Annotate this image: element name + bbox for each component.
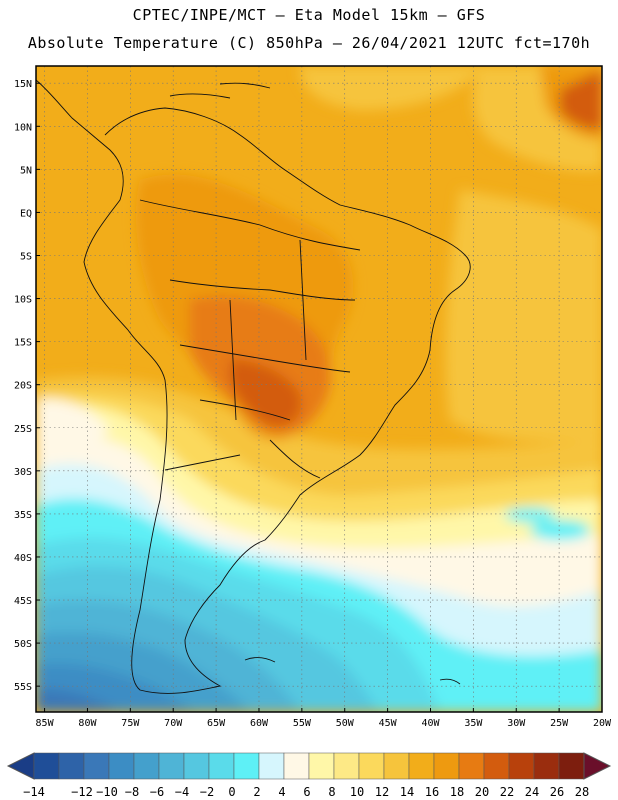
longitude-tick-label: 25W — [550, 718, 569, 729]
longitude-tick-label: 45W — [379, 718, 398, 729]
longitude-tick-label: 85W — [36, 718, 55, 729]
latitude-tick-label: EQ — [20, 208, 32, 219]
latitude-tick-label: 30S — [14, 467, 32, 478]
colorbar-label: 12 — [375, 785, 389, 799]
colorbar-swatch — [108, 752, 135, 780]
latitude-tick-label: 40S — [14, 553, 32, 564]
colorbar-label: 24 — [525, 785, 539, 799]
colorbar-swatch — [83, 752, 110, 780]
colorbar-swatch — [33, 752, 60, 780]
colorbar-label: −2 — [200, 785, 214, 799]
colorbar-swatch — [408, 752, 435, 780]
coastlines — [36, 79, 471, 694]
latitude-tick-label: 35S — [14, 510, 32, 521]
map-subtitle: Absolute Temperature (C) 850hPa – 26/04/… — [27, 34, 591, 52]
colorbar-swatch — [183, 752, 210, 780]
latitude-tick-label: 45S — [14, 596, 32, 607]
longitude-tick-label: 60W — [250, 718, 269, 729]
colorbar-label: −14 — [23, 785, 45, 799]
longitude-tick-label: 70W — [164, 718, 183, 729]
colorbar-swatch — [533, 752, 560, 780]
colorbar-swatch — [283, 752, 310, 780]
temperature-field — [36, 66, 602, 712]
latitude-tick-label: 55S — [14, 682, 32, 693]
colorbar: −14 −12 −10 −8 −6 −4 −2 0 2 4 6 8 10 12 14 16 18 20 22 24 26… — [6, 752, 612, 799]
latitude-tick-label: 50S — [14, 639, 32, 650]
latitude-tick-label: 15N — [14, 79, 32, 90]
colorbar-label: −12 — [71, 785, 93, 799]
colorbar-label: 14 — [400, 785, 414, 799]
latitude-tick-label: 5N — [20, 165, 32, 176]
map-title: CPTEC/INPE/MCT – Eta Model 15km – GFS — [132, 6, 486, 24]
colorbar-label: 6 — [303, 785, 310, 799]
longitude-tick-label: 35W — [464, 718, 483, 729]
latitude-tick-labels: 15N 10N 5N EQ 5S 10S 15S 20S 25S 30S 35S 40S 45S 50S 5… — [14, 79, 40, 693]
latitude-tick-label: 25S — [14, 424, 32, 435]
colorbar-swatch — [58, 752, 85, 780]
latitude-tick-label: 10S — [14, 295, 32, 306]
latitude-tick-label: 15S — [14, 338, 32, 349]
colorbar-label: −8 — [125, 785, 139, 799]
latitude-tick-label: 20S — [14, 381, 32, 392]
longitude-tick-labels: 85W 80W 75W 70W 65W 60W 55W 50W 45W 40W 35W 30W 25W 2… — [36, 708, 612, 729]
colorbar-swatch — [233, 752, 260, 780]
colorbar-label: 22 — [500, 785, 514, 799]
colorbar-swatch — [383, 752, 410, 780]
longitude-tick-label: 65W — [207, 718, 226, 729]
colorbar-label: 28 — [575, 785, 589, 799]
colorbar-label: 26 — [550, 785, 564, 799]
colorbar-swatch — [333, 752, 360, 780]
colorbar-label: −4 — [175, 785, 189, 799]
colorbar-swatch — [483, 752, 510, 780]
colorbar-swatch — [158, 752, 185, 780]
longitude-tick-label: 40W — [421, 718, 440, 729]
colorbar-swatch — [558, 752, 585, 780]
colorbar-swatch — [133, 752, 160, 780]
latitude-tick-label: 10N — [14, 122, 32, 133]
colorbar-low-arrow — [6, 752, 35, 780]
colorbar-swatch — [358, 752, 385, 780]
longitude-tick-label: 30W — [507, 718, 526, 729]
colorbar-swatch — [433, 752, 460, 780]
colorbar-label: 10 — [350, 785, 364, 799]
longitude-tick-label: 50W — [336, 718, 355, 729]
colorbar-swatch — [258, 752, 285, 780]
colorbar-swatch — [308, 752, 335, 780]
longitude-tick-label: 80W — [78, 718, 97, 729]
colorbar-high-arrow — [583, 752, 612, 780]
map-frame — [35, 65, 603, 713]
colorbar-label: 2 — [253, 785, 260, 799]
colorbar-swatch — [208, 752, 235, 780]
colorbar-label: 0 — [228, 785, 235, 799]
colorbar-label: −10 — [96, 785, 118, 799]
longitude-tick-label: 55W — [293, 718, 312, 729]
colorbar-label: 16 — [425, 785, 439, 799]
longitude-tick-label: 75W — [121, 718, 140, 729]
colorbar-label: 4 — [278, 785, 285, 799]
colorbar-swatch — [458, 752, 485, 780]
latitude-tick-label: 5S — [20, 251, 32, 262]
longitude-tick-label: 20W — [593, 718, 612, 729]
colorbar-swatch — [508, 752, 535, 780]
colorbar-label: 18 — [450, 785, 464, 799]
colorbar-label: 8 — [328, 785, 335, 799]
colorbar-label: 20 — [475, 785, 489, 799]
colorbar-label: −6 — [150, 785, 164, 799]
